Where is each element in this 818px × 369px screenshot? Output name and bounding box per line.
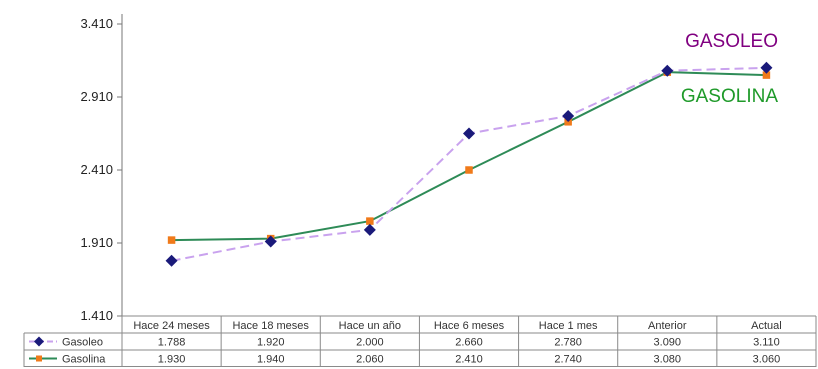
table-cell-gasolina: 2.740 [554, 354, 582, 366]
category-label: Hace 1 mes [539, 320, 598, 332]
table-cell-gasolina: 2.410 [455, 354, 483, 366]
category-label: Anterior [648, 320, 687, 332]
annotation-gasoleo: GASOLEO [685, 31, 778, 52]
category-label: Actual [751, 320, 782, 332]
data-point-gasoleo [363, 223, 376, 236]
y-tick-label: 2.410 [80, 162, 113, 177]
category-label: Hace un año [339, 320, 401, 332]
data-point-gasoleo [264, 235, 277, 248]
category-label: Hace 24 meses [133, 320, 210, 332]
annotation-gasolina: GASOLINA [681, 86, 778, 107]
table-cell-gasolina: 3.080 [654, 354, 682, 366]
data-point-gasolina [366, 217, 374, 225]
table-cell-gasolina: 2.060 [356, 354, 384, 366]
table-cell-gasoleo: 2.780 [554, 337, 582, 349]
y-tick-label: 1.910 [80, 235, 113, 250]
data-point-gasoleo [165, 254, 178, 267]
data-point-gasolina [465, 166, 473, 174]
y-tick-label: 1.410 [80, 308, 113, 323]
category-label: Hace 18 meses [232, 320, 309, 332]
table-cell-gasoleo: 1.920 [257, 337, 285, 349]
series-line-gasolina [171, 71, 767, 242]
legend-entry-gasolina: Gasolina [29, 354, 106, 366]
data-point-gasoleo [562, 109, 575, 122]
y-tick-label: 3.410 [80, 16, 113, 31]
table-cell-gasolina: 3.060 [753, 354, 781, 366]
table-cell-gasolina: 1.930 [158, 354, 186, 366]
data-point-gasolina [167, 236, 176, 244]
table-cell-gasoleo: 3.090 [654, 337, 682, 349]
data-point-gasolina [762, 71, 771, 79]
legend-entry-gasoleo: Gasoleo [29, 336, 103, 349]
table-cell-gasoleo: 2.000 [356, 337, 384, 349]
table-cell-gasoleo: 1.788 [158, 337, 186, 349]
data-point-gasoleo [463, 127, 475, 140]
table-cell-gasolina: 1.940 [257, 354, 285, 366]
legend-marker-gasolina [36, 355, 42, 362]
legend-marker-gasoleo [34, 336, 44, 347]
table-cell-gasoleo: 3.110 [753, 337, 780, 349]
series-line-gasoleo [171, 66, 767, 262]
category-label: Hace 6 meses [434, 320, 505, 332]
y-tick-label: 2.910 [80, 89, 113, 104]
data-point-gasoleo [661, 64, 674, 77]
legend-label-gasoleo: Gasoleo [62, 337, 103, 349]
data-point-gasoleo [760, 61, 773, 74]
legend-label-gasolina: Gasolina [62, 354, 106, 366]
table-cell-gasoleo: 2.660 [455, 337, 483, 349]
